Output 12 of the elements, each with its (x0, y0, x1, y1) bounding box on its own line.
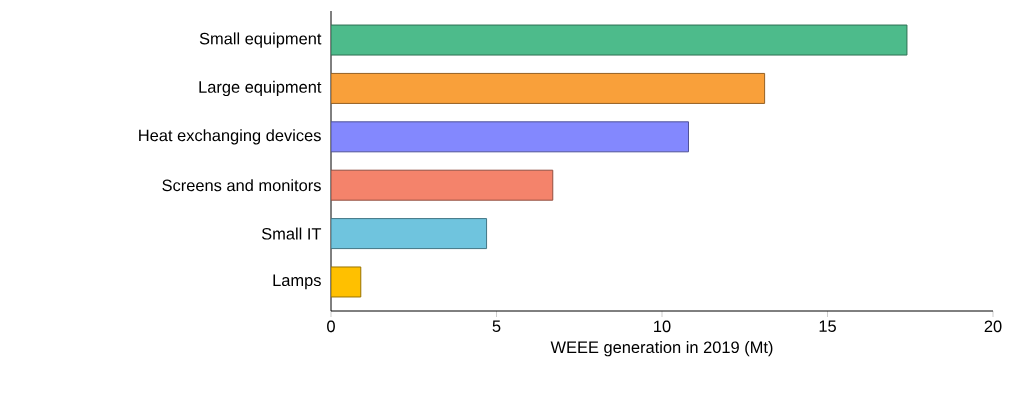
x-tick-label: 15 (819, 320, 836, 332)
y-tick-label: Screens and monitors (162, 179, 321, 192)
y-tick-label: Large equipment (199, 80, 322, 97)
x-tick-label: 0 (327, 320, 335, 333)
x-tick-label: 5 (492, 320, 501, 332)
x-tick-label: 20 (984, 320, 1002, 333)
y-tick-label: Lamps (273, 274, 321, 290)
y-tick-label: Small equipment (199, 32, 322, 48)
y-tick-label: Heat exchanging devices (139, 129, 321, 145)
x-tick-label: 10 (654, 320, 671, 333)
y-tick-label: Small IT (261, 227, 322, 240)
x-axis-title: WEEE generation in 2019 (Mt) (550, 341, 773, 357)
